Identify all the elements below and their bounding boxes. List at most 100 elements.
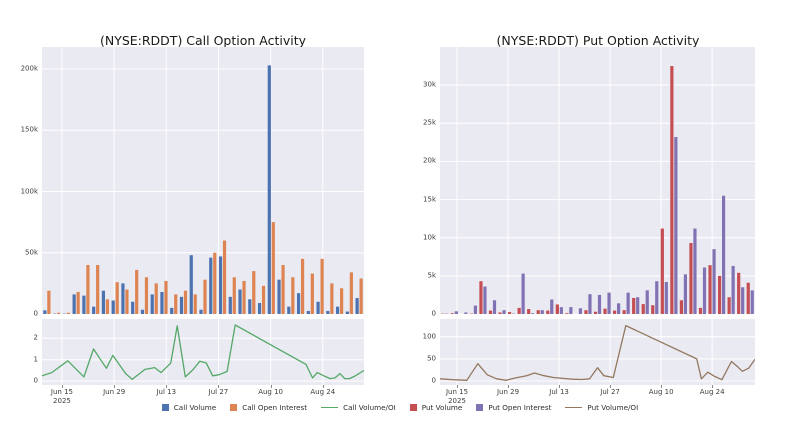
bar-put-volume [507, 312, 512, 314]
legend-item-label: Call Open Interest [242, 403, 308, 412]
call-x-tick-label: Aug 10 [258, 388, 284, 396]
bar-call-open-interest [252, 271, 256, 314]
bar-put-open-interest [597, 294, 602, 314]
call-y-tick-label: 200k [20, 64, 38, 73]
bar-put-open-interest [750, 290, 754, 314]
bar-put-volume [565, 313, 569, 314]
bar-call-open-interest [340, 288, 344, 314]
bar-call-open-interest [320, 258, 324, 314]
bar-call-open-interest [183, 290, 188, 314]
put-y-tick-label: 0 [431, 309, 436, 318]
put-y-tick-label: 20k [423, 156, 436, 165]
legend-item-put-volume: Put Volume [409, 403, 462, 412]
call-y-tick-label: 50k [25, 248, 38, 257]
bar-call-open-interest [310, 273, 314, 314]
bar-put-volume [536, 310, 540, 314]
bar-call-volume [72, 294, 76, 314]
bar-put-open-interest [683, 274, 688, 314]
put-x-tick-label: Jun 15 2025 [445, 388, 469, 406]
call-ratio-plot-area [42, 319, 364, 385]
bar-call-volume [355, 298, 359, 314]
bar-put-open-interest [712, 249, 716, 314]
x-tick-mark [61, 385, 63, 388]
bar-put-open-interest [473, 305, 478, 314]
bar-put-volume [479, 281, 483, 314]
put-x-tick-label: Aug 24 [699, 388, 725, 396]
bar-put-volume [737, 272, 741, 314]
put-ratio-svg [440, 319, 755, 385]
bar-call-open-interest [359, 278, 363, 314]
call-ratio-y-tick-label: 2 [33, 333, 38, 342]
legend-item-label: Put Volume/OI [587, 403, 639, 412]
bar-call-volume [218, 256, 223, 314]
put-main-plot-area [440, 47, 755, 314]
bar-put-open-interest [550, 299, 554, 314]
bar-put-volume [450, 313, 454, 314]
call-main-plot-area [42, 47, 364, 314]
bar-put-open-interest [616, 303, 621, 314]
bar-call-volume [287, 306, 291, 314]
bar-put-open-interest [483, 286, 487, 314]
bar-call-volume [345, 311, 349, 314]
bar-call-open-interest [86, 265, 90, 314]
call-y-tick-label: 0 [33, 309, 38, 318]
put-y-tick-label: 5k [427, 271, 436, 280]
put-ratio-y-tick-label: 100 [422, 332, 436, 341]
bar-put-open-interest [664, 281, 668, 314]
legend-square-swatch-icon [409, 404, 417, 411]
bar-put-open-interest [721, 195, 726, 314]
legend-item-call-volume-oi: Call Volume/OI [321, 403, 396, 412]
x-tick-mark [508, 385, 510, 388]
x-tick-mark [712, 385, 714, 388]
call-y-tick-label: 150k [20, 125, 38, 134]
bar-put-open-interest [578, 308, 583, 314]
bar-call-open-interest [300, 258, 305, 314]
x-tick-mark [166, 385, 168, 388]
call-ratio-line [42, 324, 364, 381]
bar-call-open-interest [57, 312, 61, 314]
bar-call-open-interest [135, 269, 139, 314]
call-y-tick-label: 100k [20, 187, 38, 196]
bar-call-open-interest [203, 279, 207, 314]
put-ratio-y-tick-label: 50 [427, 354, 436, 363]
bar-call-volume [111, 300, 115, 314]
bar-put-volume [632, 297, 636, 314]
call-ratio-y-tick-label: 0 [33, 376, 38, 385]
bar-call-volume [170, 307, 174, 314]
put-main-svg [440, 47, 755, 314]
bar-call-volume [43, 310, 47, 314]
bar-call-open-interest [232, 277, 236, 314]
x-tick-mark [218, 385, 220, 388]
bar-call-open-interest [76, 291, 80, 314]
bar-call-volume [326, 310, 330, 314]
bar-call-open-interest [242, 280, 246, 314]
call-chart-title: (NYSE:RDDT) Call Option Activity [99, 33, 307, 48]
bar-call-open-interest [115, 282, 119, 314]
legend-square-swatch-icon [161, 404, 169, 411]
put-y-tick-label: 15k [423, 195, 436, 204]
bar-put-volume [651, 305, 655, 314]
bar-put-open-interest [454, 311, 458, 314]
bar-call-volume [267, 65, 271, 314]
bar-put-open-interest [559, 307, 563, 314]
bar-put-open-interest [693, 228, 697, 314]
bar-put-volume [603, 308, 607, 314]
put-x-tick-year-label: 2025 [448, 397, 466, 406]
bar-call-open-interest [66, 312, 70, 314]
put-x-tick-label: Jun 29 [496, 388, 520, 396]
bar-put-open-interest [636, 297, 640, 314]
x-tick-mark [457, 385, 458, 388]
bar-put-volume [679, 300, 684, 314]
call-x-tick-label: Jun 15 2025 [50, 388, 73, 406]
bar-call-volume [189, 255, 193, 314]
bar-call-volume [101, 290, 106, 314]
call-x-tick-year-label: 2025 [53, 397, 71, 406]
bar-call-open-interest [105, 299, 110, 314]
bar-call-open-interest [330, 283, 334, 314]
bar-put-volume [641, 304, 645, 314]
legend-item-put-volume-oi: Put Volume/OI [565, 403, 638, 412]
bar-put-volume [622, 310, 626, 314]
legend-item-call-volume: Call Volume [161, 403, 216, 412]
bar-call-open-interest [193, 294, 197, 314]
legend-item-label: Call Volume/OI [343, 403, 396, 412]
